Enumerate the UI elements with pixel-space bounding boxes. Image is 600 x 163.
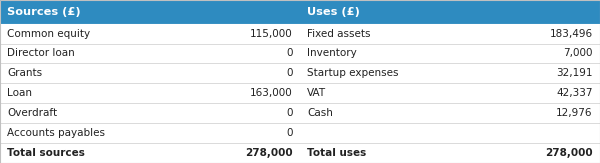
Text: Overdraft: Overdraft — [7, 108, 58, 118]
Text: Loan: Loan — [7, 88, 32, 98]
Text: Cash: Cash — [307, 108, 333, 118]
Text: Fixed assets: Fixed assets — [307, 29, 371, 39]
Text: 12,976: 12,976 — [556, 108, 593, 118]
Bar — [0, 83, 600, 103]
Text: Grants: Grants — [7, 68, 43, 78]
Bar — [0, 123, 600, 143]
Text: 278,000: 278,000 — [545, 148, 593, 158]
Text: 115,000: 115,000 — [250, 29, 293, 39]
Bar — [0, 0, 600, 24]
Text: Sources (£): Sources (£) — [7, 7, 81, 17]
Text: 163,000: 163,000 — [250, 88, 293, 98]
Text: Total sources: Total sources — [7, 148, 85, 158]
Bar — [0, 24, 600, 44]
Bar — [0, 63, 600, 83]
Text: 0: 0 — [286, 108, 293, 118]
Text: Accounts payables: Accounts payables — [7, 128, 105, 138]
Bar — [0, 103, 600, 123]
Text: Uses (£): Uses (£) — [307, 7, 360, 17]
Bar — [0, 44, 600, 63]
Text: 0: 0 — [286, 68, 293, 78]
Bar — [0, 143, 600, 163]
Text: 42,337: 42,337 — [556, 88, 593, 98]
Text: 7,000: 7,000 — [563, 49, 593, 59]
Text: Startup expenses: Startup expenses — [307, 68, 398, 78]
Text: 32,191: 32,191 — [556, 68, 593, 78]
Text: VAT: VAT — [307, 88, 326, 98]
Text: 0: 0 — [286, 128, 293, 138]
Text: 278,000: 278,000 — [245, 148, 293, 158]
Text: 183,496: 183,496 — [550, 29, 593, 39]
Text: Total uses: Total uses — [307, 148, 367, 158]
Text: Director loan: Director loan — [7, 49, 75, 59]
Text: Inventory: Inventory — [307, 49, 357, 59]
Text: Common equity: Common equity — [7, 29, 91, 39]
Text: 0: 0 — [286, 49, 293, 59]
